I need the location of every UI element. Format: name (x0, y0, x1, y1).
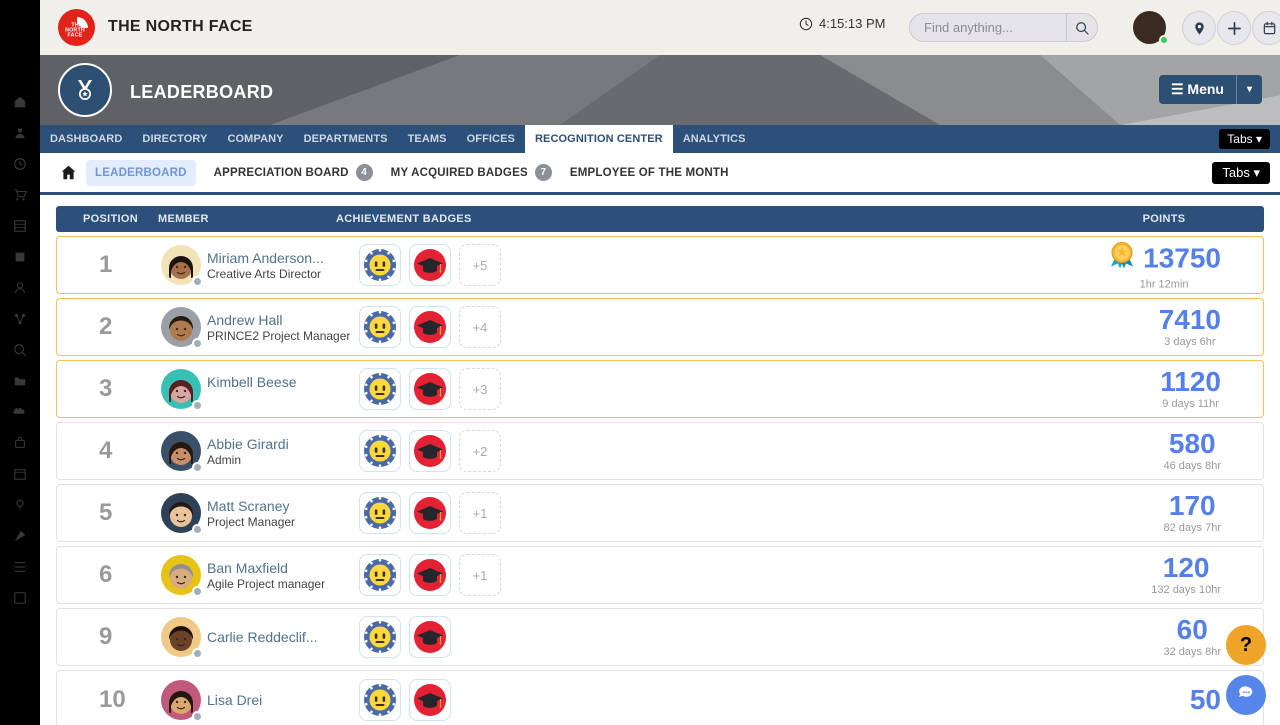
svg-text:FACE: FACE (67, 32, 82, 38)
